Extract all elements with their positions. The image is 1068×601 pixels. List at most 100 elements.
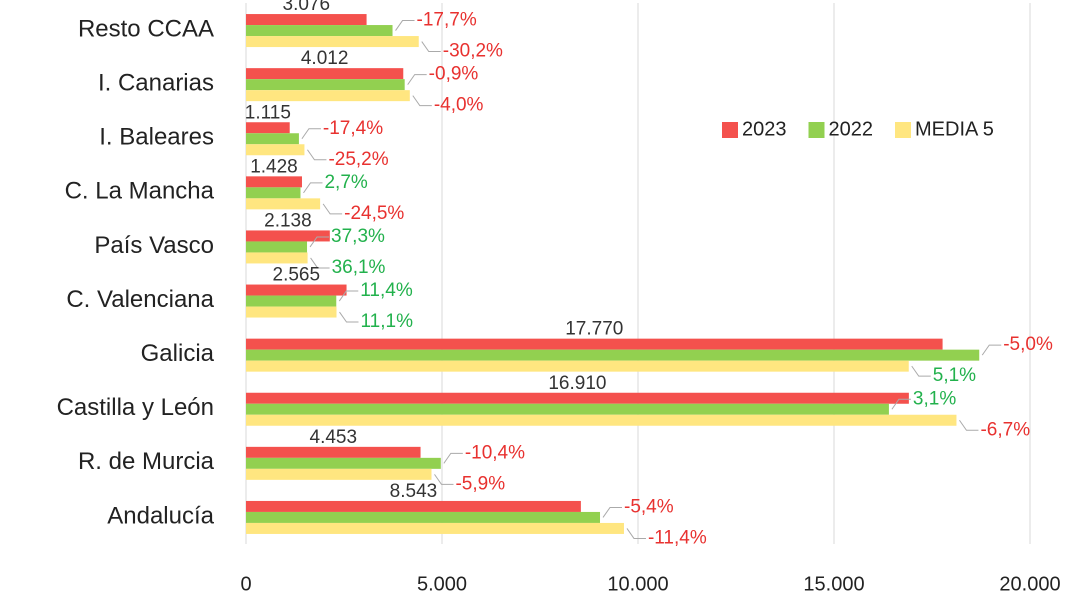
leader-line [891,398,911,410]
bar [246,446,421,458]
x-tick-label: 15.000 [803,573,864,595]
category-label: C. La Mancha [65,178,215,205]
category-label: Resto CCAA [78,15,214,42]
x-tick-label: 20.000 [999,573,1060,595]
leader-line [443,452,463,464]
change-label: -30,2% [443,41,503,62]
value-label: 4.012 [301,48,349,69]
leader-line [421,41,441,53]
value-label: 1.115 [245,102,291,123]
legend-swatch [895,122,911,138]
bar [246,133,299,145]
category-label: Andalucía [107,502,214,529]
change-label: 37,3% [331,226,385,247]
bar [246,79,405,91]
leader-line [322,203,343,215]
leader-line [395,20,415,31]
bar [246,122,290,134]
value-label: 17.770 [565,319,623,340]
bar [246,338,943,350]
value-label: 2.565 [273,265,321,286]
category-label: País Vasco [94,232,214,259]
bar [246,284,347,296]
leader-line [959,419,979,431]
legend-label: MEDIA 5 [915,118,994,140]
bar [246,500,581,512]
bar [246,198,321,210]
change-label: -25,2% [328,149,388,170]
change-label: 3,1% [913,388,956,409]
value-label: 1.428 [250,156,298,177]
bar [246,25,393,37]
leader-line [309,236,330,248]
category-label: R. de Murcia [78,448,215,475]
bar [246,511,601,523]
change-label: -17,7% [417,10,477,31]
bar [246,144,305,156]
legend-swatch [808,122,825,138]
change-label: -11,4% [648,527,707,548]
bar [246,241,308,253]
bar [246,392,909,404]
bar [246,349,980,361]
change-label: -5,0% [1003,334,1053,355]
leader-line [602,506,623,518]
change-label: -24,5% [344,203,404,224]
x-tick-label: 5.000 [417,573,467,595]
leader-line [301,128,321,140]
leader-line [303,182,323,194]
bar [246,230,330,242]
bar [246,306,337,318]
leader-line [412,95,432,107]
change-label: 2,7% [324,172,367,193]
leader-line [310,257,330,269]
bar [246,252,308,264]
legend-label: 2023 [742,118,787,140]
bar [246,68,404,80]
leader-line [434,474,454,485]
change-label: 5,1% [933,365,976,386]
category-label: Castilla y León [57,394,214,421]
bar [246,457,441,469]
category-label: C. Valenciana [66,286,214,313]
value-label: 8.543 [390,481,438,502]
change-label: -10,4% [465,442,525,463]
bar [246,360,909,372]
bar [246,414,957,426]
leader-line [981,344,1002,356]
value-label: 2.138 [264,210,312,231]
x-tick-label: 0 [240,573,251,595]
category-label: I. Canarias [98,69,214,96]
change-label: -4,0% [434,95,484,116]
bar [246,468,432,480]
change-label: -6,7% [980,419,1030,440]
leader-line [407,74,427,85]
change-label: 11,4% [360,280,413,301]
change-label: -17,4% [323,118,383,139]
leader-line [626,528,646,539]
change-label: 36,1% [332,257,386,278]
category-label: I. Baleares [99,124,214,151]
bar [246,295,337,307]
legend-swatch [722,122,738,138]
bar [246,522,624,534]
change-label: -0,9% [429,64,479,85]
leader-line [338,290,359,302]
leader-line [911,365,931,377]
value-label: 16.910 [548,373,606,394]
value-label: 3.076 [283,0,331,15]
bar [246,176,302,188]
value-label: 4.453 [310,427,358,448]
category-label: Galicia [141,340,215,367]
bar [246,187,301,199]
leader-line [339,311,359,323]
x-tick-label: 10.000 [607,573,668,595]
change-label: -5,4% [624,496,674,517]
leader-line [307,149,327,161]
legend-label: 2022 [829,118,874,140]
bar [246,90,410,102]
change-label: 11,1% [361,311,414,332]
bar [246,36,419,48]
bar [246,403,889,415]
